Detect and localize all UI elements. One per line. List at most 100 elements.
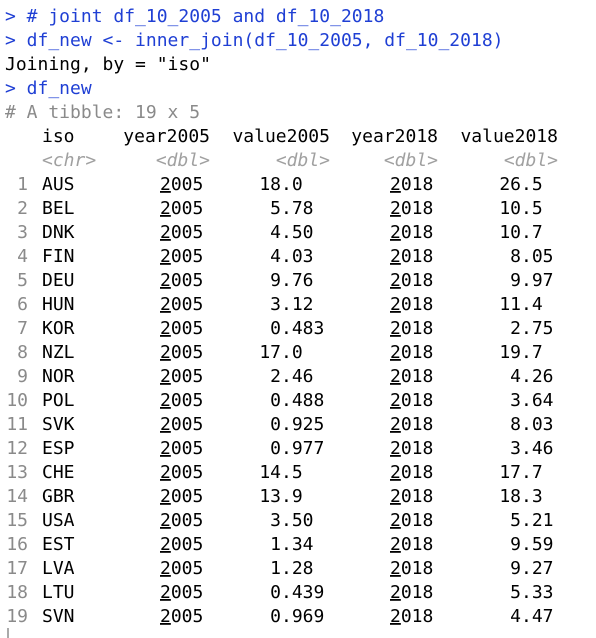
row-number: 10 xyxy=(6,390,28,411)
cell: GBR xyxy=(42,486,75,507)
cell: 2018 xyxy=(390,342,433,363)
row-number: 17 xyxy=(6,558,28,579)
cell: 2005 xyxy=(160,294,203,315)
prompt: > xyxy=(5,30,16,51)
cell: 10.5 xyxy=(499,198,542,219)
cell: 1.34 xyxy=(270,534,313,555)
cell: 9.97 xyxy=(510,270,553,291)
cell: 0.925 xyxy=(270,414,324,435)
cell: 1.28 xyxy=(270,558,313,579)
cell: 2018 xyxy=(390,510,433,531)
row-number: 2 xyxy=(17,198,28,219)
cell: KOR xyxy=(42,318,75,339)
cell: 0.969 xyxy=(270,606,324,627)
row-number: 9 xyxy=(17,366,28,387)
cell: 2005 xyxy=(160,198,203,219)
row-number: 18 xyxy=(6,582,28,603)
row-number: 19 xyxy=(6,606,28,627)
cell: 5.21 xyxy=(510,510,553,531)
row-number: 16 xyxy=(6,534,28,555)
cell: NOR xyxy=(42,366,75,387)
row-number: 1 xyxy=(17,174,28,195)
cell: 2005 xyxy=(160,342,203,363)
cell: 2018 xyxy=(390,558,433,579)
cell: FIN xyxy=(42,246,75,267)
cell: 2018 xyxy=(390,534,433,555)
cell: 2018 xyxy=(390,366,433,387)
cell: HUN xyxy=(42,294,75,315)
cell: 2005 xyxy=(160,462,203,483)
cell: 2018 xyxy=(390,198,433,219)
cell: 0.977 xyxy=(270,438,324,459)
cell: 4.50 xyxy=(270,222,313,243)
cell: EST xyxy=(42,534,75,555)
cell: 3.12 xyxy=(270,294,313,315)
column-type: <dbl> xyxy=(276,150,330,171)
cell: SVK xyxy=(42,414,75,435)
cell: BEL xyxy=(42,198,75,219)
cell: 5.78 xyxy=(270,198,313,219)
prompt: > xyxy=(5,78,16,99)
cell: 2.46 xyxy=(270,366,313,387)
cell: 2018 xyxy=(390,246,433,267)
cell: DNK xyxy=(42,222,75,243)
row-number: 13 xyxy=(6,462,28,483)
tibble-description: # A tibble: 19 x 5 xyxy=(5,102,200,123)
cell: CHE xyxy=(42,462,75,483)
column-header: year2005 xyxy=(123,126,210,147)
cell: 2005 xyxy=(160,558,203,579)
cell: 2018 xyxy=(390,462,433,483)
cell: 2018 xyxy=(390,318,433,339)
message: Joining, by = "iso" xyxy=(5,54,211,75)
cell: 2018 xyxy=(390,294,433,315)
cell: 26.5 xyxy=(499,174,542,195)
cell: 2005 xyxy=(160,438,203,459)
cell: 3.46 xyxy=(510,438,553,459)
prompt: > xyxy=(5,6,16,27)
cell: 2018 xyxy=(390,390,433,411)
cell: 2018 xyxy=(390,606,433,627)
cell: 10.7 xyxy=(499,222,542,243)
cell: AUS xyxy=(42,174,75,195)
cell: 2005 xyxy=(160,534,203,555)
column-header: value2005 xyxy=(232,126,330,147)
cell: 2005 xyxy=(160,510,203,531)
row-number: 5 xyxy=(17,270,28,291)
cell: 2005 xyxy=(160,246,203,267)
cell: USA xyxy=(42,510,75,531)
cell: NZL xyxy=(42,342,75,363)
column-type: <chr> xyxy=(42,150,96,171)
cell: 2018 xyxy=(390,582,433,603)
cell: 2.75 xyxy=(510,318,553,339)
row-number: 14 xyxy=(6,486,28,507)
cell: 4.03 xyxy=(270,246,313,267)
row-number: 12 xyxy=(6,438,28,459)
cell: 9.27 xyxy=(510,558,553,579)
cell: 0.483 xyxy=(270,318,324,339)
cell: 2018 xyxy=(390,222,433,243)
column-header: value2018 xyxy=(460,126,558,147)
cell: 3.64 xyxy=(510,390,553,411)
cell: 18.3 xyxy=(499,486,542,507)
cell: 2018 xyxy=(390,438,433,459)
cell: 2005 xyxy=(160,582,203,603)
column-header: year2018 xyxy=(351,126,438,147)
cell: LVA xyxy=(42,558,75,579)
command: df_new <- inner_join(df_10_2005, df_10_2… xyxy=(27,30,504,51)
column-header: iso xyxy=(42,126,75,147)
cell: DEU xyxy=(42,270,75,291)
row-number: 4 xyxy=(17,246,28,267)
cell: ESP xyxy=(42,438,75,459)
cell: 2005 xyxy=(160,174,203,195)
cell: LTU xyxy=(42,582,75,603)
cell: 14.5 xyxy=(259,462,302,483)
cell: 2005 xyxy=(160,366,203,387)
cell: 2005 xyxy=(160,270,203,291)
cell: POL xyxy=(42,390,75,411)
row-number: 7 xyxy=(17,318,28,339)
row-number: 3 xyxy=(17,222,28,243)
cell: 11.4 xyxy=(499,294,542,315)
